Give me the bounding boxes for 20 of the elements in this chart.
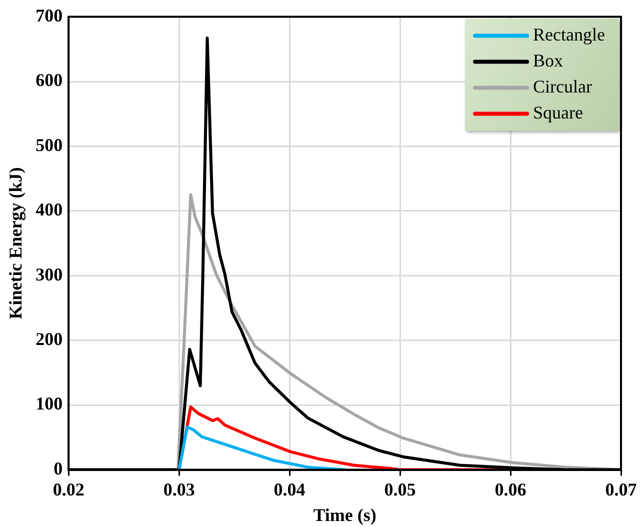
x-tick-label: 0.03 bbox=[163, 479, 195, 500]
y-tick-label: 600 bbox=[36, 70, 63, 90]
x-tick-label: 0.06 bbox=[494, 479, 526, 500]
legend-label: Circular bbox=[533, 76, 592, 97]
y-tick-label: 700 bbox=[36, 5, 63, 26]
y-tick-label: 300 bbox=[36, 264, 63, 284]
legend-label: Square bbox=[533, 102, 584, 123]
y-axis-title: Kinetic Energy (kJ) bbox=[5, 167, 26, 320]
legend-label: Box bbox=[533, 50, 564, 71]
y-tick-label: 100 bbox=[36, 394, 63, 414]
x-tick-label: 0.07 bbox=[605, 479, 637, 500]
x-tick-label: 0.02 bbox=[52, 479, 84, 500]
y-tick-label: 0 bbox=[54, 458, 63, 478]
x-axis-title: Time (s) bbox=[313, 504, 376, 525]
y-tick-label: 400 bbox=[36, 200, 63, 220]
legend-label: Rectangle bbox=[533, 24, 606, 45]
y-tick-label: 500 bbox=[36, 134, 63, 155]
y-tick-label: 200 bbox=[36, 329, 63, 350]
x-tick-label: 0.04 bbox=[274, 479, 306, 500]
x-tick-label: 0.05 bbox=[384, 479, 416, 500]
